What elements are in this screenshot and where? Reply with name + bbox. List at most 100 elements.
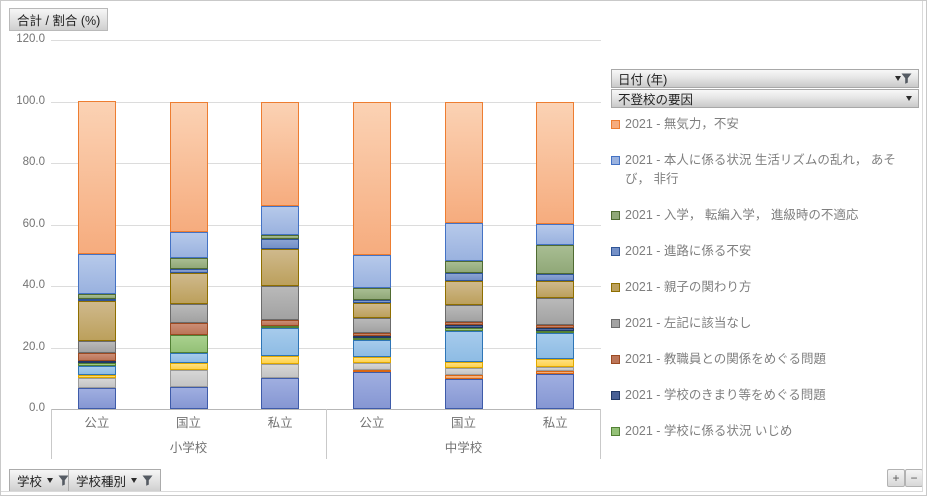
bar-segment[interactable] (444, 281, 483, 305)
bar-segment[interactable] (536, 328, 575, 332)
legend-item[interactable]: 2021 - 無気力，不安 (611, 115, 919, 134)
bar-segment[interactable] (169, 231, 208, 259)
legend-label: 2021 - 教職員との関係をめぐる問題 (625, 352, 827, 366)
bar-segment[interactable] (444, 362, 483, 369)
bar-segment[interactable] (444, 304, 483, 323)
bar-segment[interactable] (261, 234, 300, 240)
legend-item[interactable]: 2021 - 親子の関わり方 (611, 278, 919, 297)
bar-segment[interactable] (77, 101, 116, 254)
bar-segment[interactable] (444, 378, 483, 409)
bar-segment[interactable] (77, 300, 116, 342)
bar-segment[interactable] (352, 372, 391, 409)
bar-segment[interactable] (261, 325, 300, 329)
bar-segment[interactable] (444, 375, 483, 379)
bar-segment[interactable] (352, 302, 391, 319)
bar-segment[interactable] (77, 377, 116, 389)
bar-segment[interactable] (352, 288, 391, 300)
bar-segment[interactable] (77, 341, 116, 354)
bar-segment[interactable] (261, 364, 300, 378)
bar-segment[interactable] (169, 273, 208, 305)
bar-segment[interactable] (169, 304, 208, 323)
bar-segment[interactable] (261, 355, 300, 365)
legend-item[interactable]: 2021 - 学校のきまり等をめぐる問題 (611, 386, 919, 405)
bar-segment[interactable] (261, 101, 300, 206)
values-field-chip[interactable]: 合計 / 割合 (%) (9, 8, 109, 31)
bar-segment[interactable] (77, 253, 116, 294)
bar-segment[interactable] (77, 353, 116, 362)
bar-segment[interactable] (261, 239, 300, 250)
bar-segment[interactable] (444, 223, 483, 261)
legend-item[interactable]: 2021 - 左記に該当なし (611, 314, 919, 333)
bar-segment[interactable] (536, 331, 575, 334)
bar-segment[interactable] (536, 223, 575, 245)
bar-segment[interactable] (169, 369, 208, 387)
bar-segment[interactable] (444, 273, 483, 282)
bar-segment[interactable] (536, 281, 575, 299)
zoom-in-button[interactable]: + (887, 469, 905, 487)
bar-segment[interactable] (352, 370, 391, 373)
bar-segment[interactable] (352, 299, 391, 303)
bar-segment[interactable] (352, 333, 391, 337)
bar-segment[interactable] (536, 324, 575, 329)
bar-segment[interactable] (77, 374, 116, 378)
bar-segment[interactable] (169, 334, 208, 354)
bar-segment[interactable] (261, 205, 300, 235)
bar-segment[interactable] (261, 249, 300, 287)
legend-item[interactable]: 2021 - 本人に係る状況 生活リズムの乱れ， あそび， 非行 (611, 151, 919, 189)
legend-item[interactable]: 2021 - 進路に係る不安 (611, 242, 919, 261)
bar-segment[interactable] (444, 330, 483, 363)
bar-segment[interactable] (352, 357, 391, 363)
bar-segment[interactable] (352, 338, 391, 341)
legend-field-button-date[interactable]: 日付 (年) (611, 69, 919, 88)
bar-segment[interactable] (169, 353, 208, 363)
legend-item[interactable]: 2021 - 教職員との関係をめぐる問題 (611, 350, 919, 369)
legend-swatch (611, 319, 620, 328)
bar-segment[interactable] (77, 365, 116, 375)
bar-segment[interactable] (169, 362, 208, 370)
bar-segment[interactable] (352, 255, 391, 289)
legend-label: 2021 - 学校に係る状況 いじめ (625, 424, 793, 438)
bar-segment[interactable] (352, 101, 391, 256)
bar-segment[interactable] (77, 388, 116, 409)
bar-segment[interactable] (536, 374, 575, 409)
bar-segment[interactable] (352, 336, 391, 339)
bar-segment[interactable] (77, 361, 116, 364)
bar-segment[interactable] (169, 101, 208, 232)
legend-item[interactable]: 2021 - 入学， 転編入学， 進級時の不適応 (611, 206, 919, 225)
bar-segment[interactable] (77, 293, 116, 299)
bar-segment[interactable] (444, 368, 483, 376)
bar-segment[interactable] (536, 244, 575, 274)
bar-segment[interactable] (261, 328, 300, 356)
legend-swatch (611, 211, 620, 220)
bar-segment[interactable] (536, 366, 575, 372)
bar-segment[interactable] (169, 322, 208, 335)
bar-segment[interactable] (77, 298, 116, 301)
bar-segment[interactable] (536, 102, 575, 224)
bar-segment[interactable] (261, 286, 300, 320)
bar-segment[interactable] (444, 322, 483, 326)
legend-field-button-reason[interactable]: 不登校の要因 (611, 89, 919, 108)
bar-segment[interactable] (352, 362, 391, 371)
legend-item[interactable]: 2021 - 学校に係る状況 いじめ (611, 422, 919, 441)
bar-segment[interactable] (536, 359, 575, 367)
bar-segment[interactable] (352, 318, 391, 334)
category-label: 私立 (267, 416, 293, 430)
bar-segment[interactable] (261, 319, 300, 326)
bar-segment[interactable] (261, 377, 300, 409)
bar-segment[interactable] (169, 269, 208, 274)
bar-segment[interactable] (169, 386, 208, 409)
bar-segment[interactable] (536, 273, 575, 282)
bar-segment[interactable] (77, 363, 116, 366)
bar-segment[interactable] (444, 260, 483, 274)
zoom-out-button[interactable]: − (905, 469, 923, 487)
bar-segment[interactable] (536, 333, 575, 360)
bar-segment[interactable] (444, 328, 483, 331)
filter-chip-school[interactable]: 学校 (9, 469, 78, 492)
bar-segment[interactable] (536, 298, 575, 325)
bar-segment[interactable] (536, 371, 575, 375)
filter-chip-school-kind[interactable]: 学校種別 (68, 469, 162, 492)
bar-segment[interactable] (444, 101, 483, 224)
bar-segment[interactable] (169, 258, 208, 270)
bar-segment[interactable] (352, 340, 391, 358)
bar-segment[interactable] (444, 325, 483, 329)
